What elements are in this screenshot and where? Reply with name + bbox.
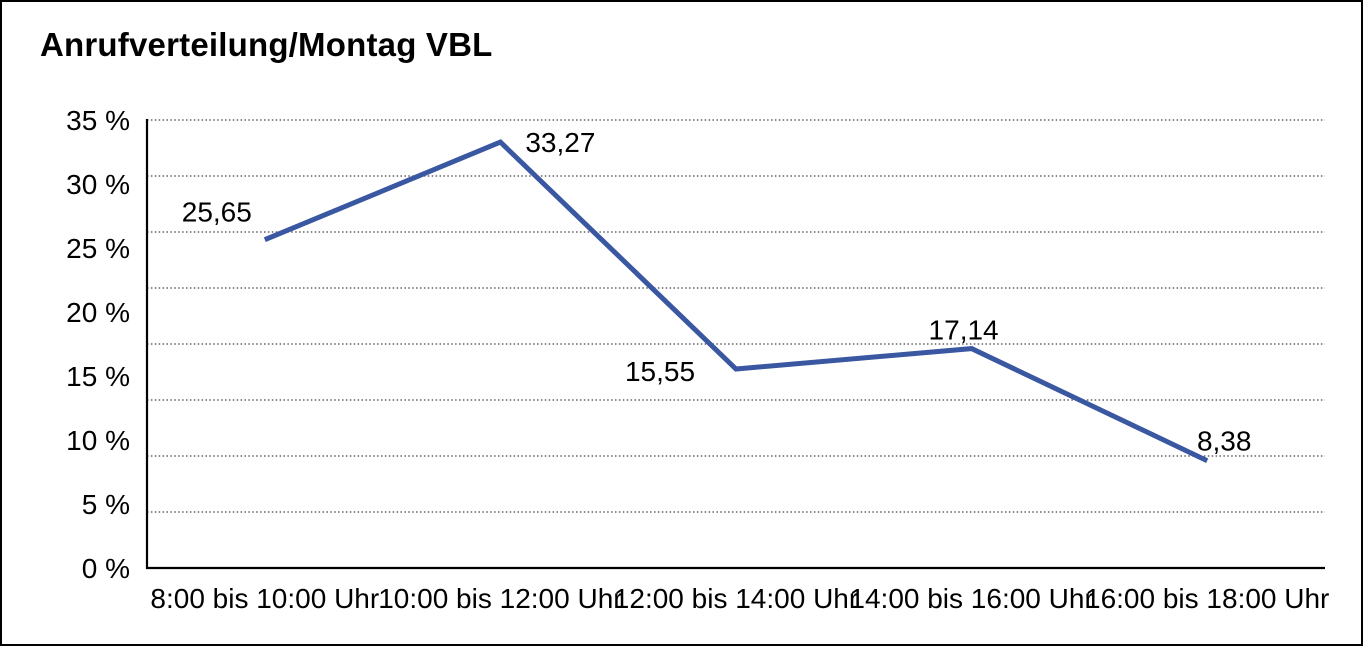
- x-tick-label: 8:00 bis 10:00 Uhr: [150, 583, 379, 614]
- y-tick-label: 5 %: [82, 489, 130, 520]
- x-tick-label: 12:00 bis 14:00 Uhr: [614, 583, 858, 614]
- data-label: 17,14: [929, 315, 999, 346]
- chart-title: Anrufverteilung/Montag VBL: [40, 26, 493, 63]
- data-label: 33,27: [525, 127, 595, 158]
- x-tick-label: 16:00 bis 18:00 Uhr: [1085, 583, 1329, 614]
- y-tick-label: 35 %: [66, 105, 130, 136]
- y-tick-label: 10 %: [66, 425, 130, 456]
- x-tick-label: 10:00 bis 12:00 Uhr: [378, 583, 622, 614]
- y-tick-label: 0 %: [82, 553, 130, 584]
- y-tick-label: 15 %: [66, 361, 130, 392]
- series-line: [263, 139, 1209, 463]
- y-tick-label: 30 %: [66, 169, 130, 200]
- y-tick-label: 25 %: [66, 233, 130, 264]
- data-label: 8,38: [1197, 426, 1252, 457]
- y-tick-label: 20 %: [66, 297, 130, 328]
- x-tick-label: 14:00 bis 16:00 Uhr: [849, 583, 1093, 614]
- data-label: 15,55: [625, 356, 695, 387]
- data-label: 25,65: [182, 197, 252, 228]
